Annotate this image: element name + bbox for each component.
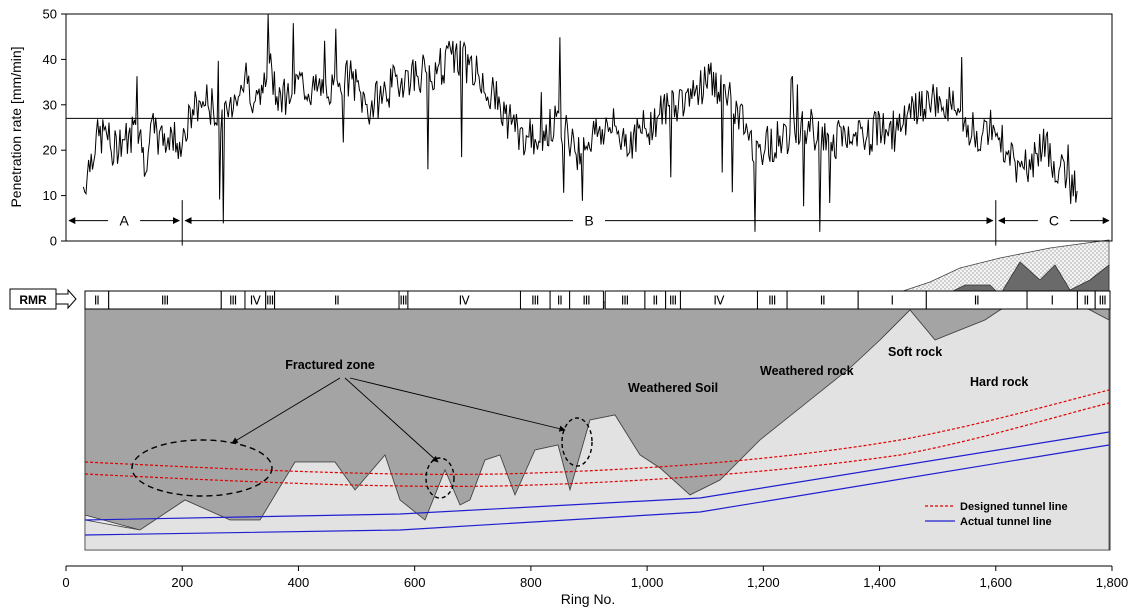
- rmr-class-label: Ⅳ: [713, 294, 724, 308]
- rmr-class-label: Ⅱ: [974, 294, 980, 308]
- plot-area: A B C: [65, 13, 1113, 246]
- weathered-soil-label: Weathered Soil: [628, 381, 718, 395]
- legend-label-actual: Actual tunnel line: [960, 516, 1052, 528]
- rmr-class-label: Ⅲ: [229, 294, 237, 308]
- x-tick-label: 1,600: [980, 575, 1013, 590]
- y-axis-title: Penetration rate [mm/min]: [8, 46, 24, 207]
- soft-rock-label: Soft rock: [888, 345, 942, 359]
- actual-tunnel-line-bottom: [84, 444, 1110, 536]
- rmr-class-cell: [1094, 290, 1111, 310]
- annotation-arrow: [349, 377, 566, 432]
- hard-rock-label: Hard rock: [970, 375, 1028, 389]
- y-tick-label: 20: [43, 143, 57, 158]
- rmr-class-label: Ⅰ: [1050, 294, 1054, 308]
- rmr-class-label: Ⅲ: [621, 294, 629, 308]
- y-tick-label: 50: [43, 7, 57, 22]
- x-axis: 0 200 400 600 800 1,000 1,200 1,400 1,600 1,800 R…: [62, 565, 1129, 607]
- y-tick-label: 0: [50, 234, 57, 249]
- fractured-zone-ellipse: [425, 457, 455, 499]
- x-tick-label: 400: [288, 575, 310, 590]
- fractured-zone-ellipse: [131, 439, 273, 497]
- designed-tunnel-line-top: [84, 389, 1110, 475]
- segment-label: B: [584, 213, 593, 229]
- rmr-class-label: Ⅲ: [1098, 294, 1106, 308]
- segment-label: A: [119, 213, 129, 229]
- weathered-rock-label: Weathered rock: [760, 364, 854, 378]
- rmr-class-label: Ⅱ: [652, 294, 658, 308]
- rmr-arrow: [55, 288, 77, 310]
- rmr-class-label: Ⅲ: [161, 294, 169, 308]
- rmr-class-label: Ⅱ: [1083, 294, 1089, 308]
- rmr-class-label: Ⅲ: [582, 294, 590, 308]
- fractured-zone-ellipse: [561, 417, 593, 467]
- rmr-class-label: Ⅱ: [820, 294, 826, 308]
- y-tick-label: 40: [43, 52, 57, 67]
- rmr-class-label: Ⅲ: [266, 294, 274, 308]
- rmr-label: RMR: [19, 293, 47, 307]
- rmr-class-label: Ⅳ: [459, 294, 470, 308]
- penetration-rate-line: [82, 13, 1078, 232]
- segment-label: C: [1049, 213, 1059, 229]
- y-tick-label: 10: [43, 188, 57, 203]
- rmr-class-cell: [569, 290, 604, 310]
- rmr-class-label: Ⅲ: [768, 294, 776, 308]
- y-tick-label: 30: [43, 97, 57, 112]
- x-tick-label: 800: [520, 575, 542, 590]
- x-tick-label: 1,000: [631, 575, 664, 590]
- x-tick-label: 1,200: [747, 575, 780, 590]
- rmr-class-label: Ⅲ: [399, 294, 407, 308]
- rmr-class-label: Ⅱ: [334, 294, 340, 308]
- actual-tunnel-line-top: [84, 431, 1110, 521]
- hard-rock-layer: [84, 291, 1110, 551]
- rmr-class-label: Ⅱ: [557, 294, 563, 308]
- x-axis-title: Ring No.: [561, 591, 615, 607]
- x-tick-label: 1,800: [1096, 575, 1129, 590]
- x-tick-label: 0: [62, 575, 69, 590]
- geology-section: Fractured zone Weathered Soil Weathered …: [84, 239, 1111, 551]
- legend: Designed tunnel line Actual tunnel line: [925, 501, 1068, 528]
- rmr-class-label: Ⅳ: [250, 294, 261, 308]
- rmr-class-label: Ⅱ: [94, 294, 100, 308]
- designed-tunnel-line-bottom: [84, 402, 1110, 487]
- legend-label-designed: Designed tunnel line: [960, 501, 1068, 513]
- annotation-arrow: [344, 377, 439, 463]
- rmr-class-label: Ⅲ: [531, 294, 539, 308]
- x-tick-label: 1,400: [863, 575, 896, 590]
- rmr-class-label: Ⅲ: [669, 294, 677, 308]
- rmr-class-label: Ⅰ: [890, 294, 894, 308]
- x-tick-label: 200: [171, 575, 193, 590]
- fractured-zone-label: Fractured zone: [285, 358, 375, 372]
- annotation-arrow: [231, 377, 341, 444]
- x-tick-label: 600: [404, 575, 426, 590]
- y-axis: 0 10 20 30 40 50 Penetration rate [mm/min]: [8, 7, 67, 249]
